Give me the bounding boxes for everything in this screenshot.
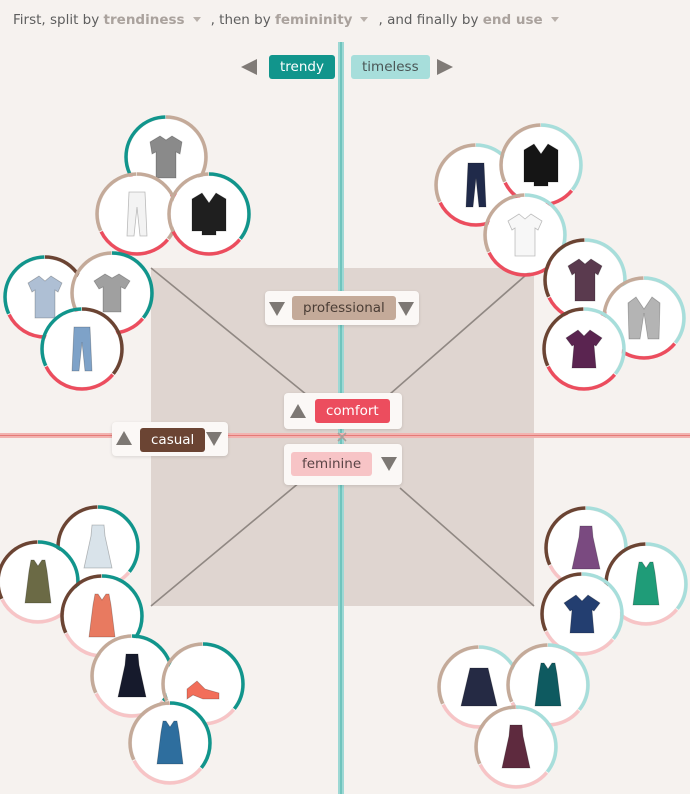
jeans-icon [71,326,93,372]
blouse-icon [563,594,601,634]
chevron-down-icon[interactable] [550,16,559,22]
dress-icon [571,525,601,570]
femininity-dropdown[interactable]: femininity [275,12,353,28]
trendy-label[interactable]: trendy [269,55,335,79]
header-prefix: First, split by [13,12,100,28]
comfort-control: comfort [284,393,402,429]
attribute-ring-icon [128,701,212,785]
arrow-left-icon[interactable] [241,59,257,75]
shirt-icon [567,258,603,302]
clothing-item[interactable] [128,701,212,785]
femininity-axis-line [0,433,690,438]
shirt-icon [27,275,63,319]
arrow-right-icon[interactable] [437,59,453,75]
cardigan-icon [627,296,661,340]
attribute-ring-icon [542,307,626,391]
arrow-down-icon[interactable] [381,457,397,471]
end-use-dropdown[interactable]: end use [482,12,543,28]
shirt-icon [507,213,543,257]
jacket-icon [523,143,559,187]
sweater-icon [149,135,183,179]
arrow-down-icon[interactable] [398,302,414,316]
arrow-up-icon[interactable] [116,431,132,445]
clothing-item[interactable] [40,307,124,391]
blouse-icon [565,329,603,369]
header-sep1: , then by [210,12,271,28]
tank-icon [24,559,52,604]
tank-icon [156,720,184,765]
shoes-icon [186,680,220,700]
arrow-down-icon[interactable] [269,302,285,316]
feminine-control: feminine [284,444,402,485]
trendiness-dropdown[interactable]: trendiness [103,12,185,28]
professional-label[interactable]: professional [292,296,396,320]
tshirt-icon [93,273,131,313]
professional-control: professional [265,291,419,325]
chevron-down-icon[interactable] [360,16,369,22]
dress-icon [117,653,147,698]
tank-icon [88,593,116,638]
skirt-icon [460,667,498,707]
clothing-item[interactable] [161,642,245,726]
clothing-item[interactable] [499,123,583,207]
header-sep2: , and finally by [378,12,479,28]
arrow-up-icon[interactable] [290,404,306,418]
split-sentence: First, split by trendiness , then by femi… [13,12,569,28]
clothing-item[interactable] [167,172,251,256]
clothing-item[interactable] [474,705,558,789]
dress-icon [83,524,113,569]
center-cross [337,432,347,442]
tank-icon [534,662,562,707]
arrow-down-icon[interactable] [206,432,222,446]
clothing-item[interactable] [540,572,624,656]
clothing-item[interactable] [90,634,174,718]
timeless-label[interactable]: timeless [351,55,430,79]
tank-icon [632,561,660,606]
comfort-label[interactable]: comfort [315,399,390,423]
pants-icon [126,191,148,237]
attribute-ring-icon [474,705,558,789]
clothing-item[interactable] [70,251,154,335]
attribute-ring-icon [483,193,567,277]
attribute-ring-icon [40,307,124,391]
casual-control: casual [112,422,228,456]
feminine-label[interactable]: feminine [291,452,373,476]
pants-icon [465,162,487,208]
clothing-item[interactable] [95,172,179,256]
attribute-ring-icon [167,172,251,256]
dress-icon [501,724,531,769]
chevron-down-icon[interactable] [192,16,201,22]
clothing-item[interactable] [542,307,626,391]
jacket-icon [191,192,227,236]
attribute-ring-icon [540,572,624,656]
casual-label[interactable]: casual [140,428,206,452]
